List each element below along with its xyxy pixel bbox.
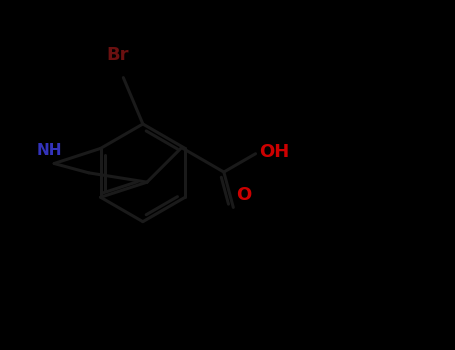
- Text: NH: NH: [37, 143, 62, 158]
- Text: OH: OH: [259, 143, 289, 161]
- Text: Br: Br: [106, 46, 128, 64]
- Text: O: O: [237, 186, 252, 204]
